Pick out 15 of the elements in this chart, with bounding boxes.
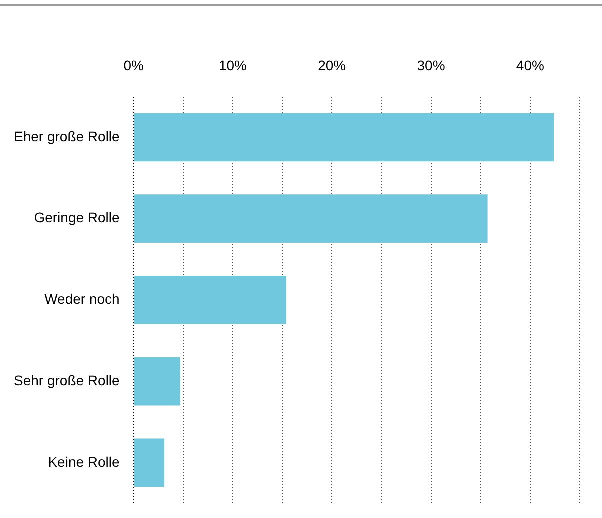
x-tick-label: 30% <box>417 57 446 74</box>
bar <box>134 276 287 324</box>
bar <box>134 194 488 244</box>
y-tick-label: Weder noch <box>44 291 120 308</box>
x-tick-label: 20% <box>318 57 346 74</box>
y-tick-label: Geringe Rolle <box>34 210 120 226</box>
x-tick-label: 40% <box>516 57 544 74</box>
y-tick-label: Eher große Rolle <box>14 128 120 144</box>
y-tick-label: Keine Rolle <box>48 454 120 470</box>
x-tick-label: 10% <box>218 57 247 74</box>
bar <box>134 113 554 162</box>
bar <box>134 357 180 406</box>
x-tick-label: 0% <box>124 57 144 74</box>
y-tick-label: Sehr große Rolle <box>14 372 120 388</box>
bar <box>134 438 165 488</box>
